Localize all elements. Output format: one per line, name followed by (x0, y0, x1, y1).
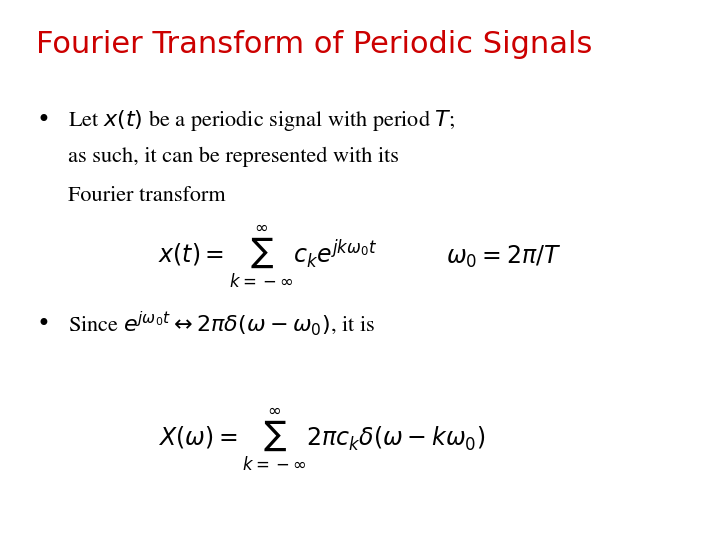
Text: $\omega_0 = 2\pi / T$: $\omega_0 = 2\pi / T$ (446, 244, 562, 269)
Text: Fourier transform: Fourier transform (68, 186, 226, 206)
Text: Let $x(t)$ be a periodic signal with period $T$;: Let $x(t)$ be a periodic signal with per… (68, 108, 456, 133)
Text: Fourier Transform of Periodic Signals: Fourier Transform of Periodic Signals (36, 30, 593, 59)
Text: •: • (36, 108, 50, 132)
Text: $X(\omega) = \sum_{k=-\infty}^{\infty} 2\pi c_k \delta(\omega - k\omega_0)$: $X(\omega) = \sum_{k=-\infty}^{\infty} 2… (158, 407, 485, 474)
Text: •: • (36, 312, 50, 336)
Text: $x(t) = \sum_{k=-\infty}^{\infty} c_k e^{jk\omega_0 t}$: $x(t) = \sum_{k=-\infty}^{\infty} c_k e^… (158, 223, 377, 290)
Text: Since $e^{j\omega_0 t} \leftrightarrow 2\pi\delta(\omega - \omega_0)$, it is: Since $e^{j\omega_0 t} \leftrightarrow 2… (68, 310, 375, 338)
Text: as such, it can be represented with its: as such, it can be represented with its (68, 147, 400, 167)
